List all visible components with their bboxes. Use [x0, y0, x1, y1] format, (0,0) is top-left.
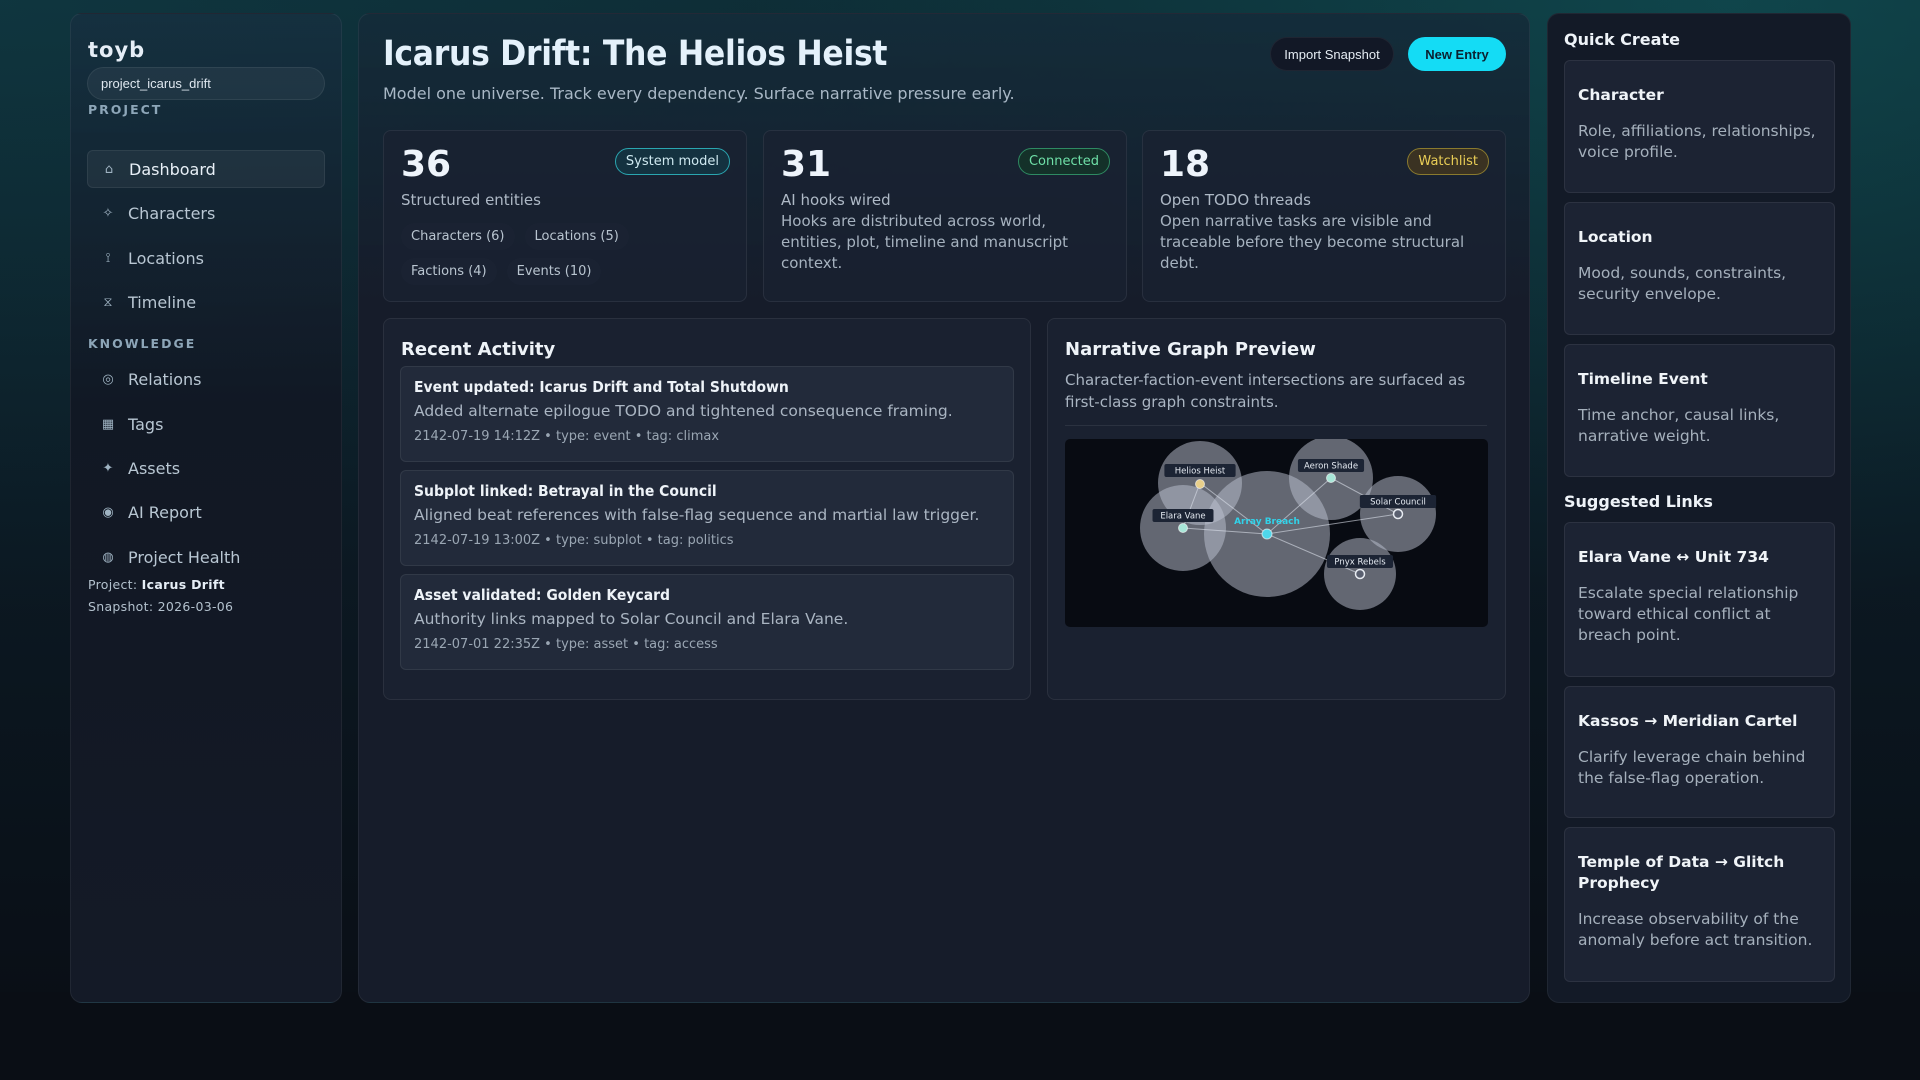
hourglass-icon: ⧖	[103, 294, 113, 310]
project-meta: Project: Icarus Drift	[88, 577, 225, 592]
suggested-link[interactable]: Temple of Data → Glitch Prophecy Increase…	[1564, 827, 1835, 982]
graph-edge	[1266, 477, 1332, 535]
quick-create-title: Quick Create	[1564, 30, 1680, 49]
graph-edge	[1182, 527, 1268, 535]
recent-activity-panel: Recent Activity Event updated: Icarus Dr…	[383, 318, 1031, 700]
status-badge: Watchlist	[1407, 148, 1489, 175]
chip-locations[interactable]: Locations (5)	[524, 223, 629, 250]
stat-label: Open TODO threads	[1160, 191, 1311, 209]
status-badge: System model	[614, 148, 730, 175]
page-title: Icarus Drift: The Helios Heist	[383, 34, 888, 74]
stat-value: 36	[401, 144, 452, 185]
activity-item[interactable]: Asset validated: Golden Keycard Authority…	[400, 574, 1014, 670]
stat-value: 31	[781, 144, 832, 185]
sidebar: toyb PROJECT ⌂ Dashboard ✧ Characters ⟟ Loc…	[70, 13, 342, 1003]
grid-icon: ▦	[101, 416, 115, 432]
node-label-bg	[1359, 495, 1437, 508]
section-project: PROJECT	[88, 102, 163, 117]
graph-description: Character-faction-event intersections ar…	[1065, 371, 1466, 411]
page-subtitle: Model one universe. Track every dependen…	[383, 84, 1015, 103]
quick-create-character[interactable]: Character Role, affiliations, relationshi…	[1564, 60, 1835, 193]
sparkle-icon: ✧	[102, 205, 114, 221]
sidebar-item-timeline[interactable]: ⧖ Timeline	[87, 283, 325, 321]
chip-events[interactable]: Events (10)	[506, 258, 602, 285]
node-label: Pnyx Rebels	[1334, 558, 1386, 568]
graph-node[interactable]	[1354, 568, 1366, 580]
sidebar-item-tags[interactable]: ▦ Tags	[87, 405, 325, 443]
activity-item[interactable]: Event updated: Icarus Drift and Total Sh…	[400, 366, 1014, 462]
graph-node[interactable]	[1195, 479, 1205, 489]
node-label: Aeron Shade	[1304, 462, 1358, 472]
sidebar-item-assets[interactable]: ✦ Assets	[87, 449, 325, 487]
stat-card-todo: 18 Open TODO threads Open narrative task…	[1142, 130, 1506, 302]
sidebar-item-label: Timeline	[128, 292, 197, 312]
stat-description: Hooks are distributed across world, enti…	[781, 212, 1069, 272]
node-label: Elara Vane	[1160, 512, 1205, 522]
node-label-bg	[1297, 459, 1365, 472]
new-entry-button[interactable]: New Entry	[1408, 37, 1506, 71]
suggested-link[interactable]: Kassos → Meridian Cartel Clarify leverage…	[1564, 686, 1835, 818]
stat-card-entities: 36 Structured entities System model Char…	[383, 130, 747, 302]
stat-label: Structured entities	[401, 191, 541, 209]
sidebar-item-project-health[interactable]: ◍ Project Health	[87, 538, 325, 576]
sidebar-item-label: Project Health	[128, 547, 241, 567]
node-label-bg	[1326, 555, 1394, 568]
node-label-bg	[1164, 464, 1236, 477]
node-label: Solar Council	[1370, 498, 1426, 508]
quick-create-timeline-event[interactable]: Timeline Event Time anchor, causal links,…	[1564, 344, 1835, 477]
sidebar-item-label: AI Report	[128, 502, 202, 522]
narrative-graph[interactable]: Helios Heist Elara Vane Array Breach Aeron …	[1065, 439, 1488, 627]
sidebar-item-label: Tags	[128, 414, 164, 434]
sidebar-item-label: Assets	[128, 458, 181, 478]
project-input[interactable]	[87, 67, 325, 100]
sidebar-item-label: Locations	[128, 248, 205, 268]
sidebar-item-relations[interactable]: ◎ Relations	[87, 360, 325, 398]
graph-node[interactable]	[1261, 528, 1273, 540]
status-badge: Connected	[1017, 148, 1110, 175]
quick-create-location[interactable]: Location Mood, sounds, constraints, secur…	[1564, 202, 1835, 335]
stat-value: 18	[1160, 144, 1211, 185]
graph-node[interactable]	[1392, 508, 1404, 520]
suggested-links-title: Suggested Links	[1564, 492, 1713, 511]
main-content: Icarus Drift: The Helios Heist Model one…	[358, 13, 1530, 1003]
target-icon: ◎	[102, 371, 114, 387]
section-title: Recent Activity	[401, 339, 556, 360]
sidebar-item-locations[interactable]: ⟟ Locations	[87, 239, 325, 277]
sidebar-item-dashboard[interactable]: ⌂ Dashboard	[87, 150, 325, 188]
stat-label: AI hooks wired	[781, 191, 891, 209]
logo: toyb	[88, 38, 146, 62]
stat-card-hooks: 31 AI hooks wired Hooks are distributed …	[763, 130, 1127, 302]
graph-edge	[1266, 513, 1399, 535]
right-panel: Quick Create Character Role, affiliations…	[1547, 13, 1851, 1003]
node-label-bg	[1152, 509, 1214, 522]
suggested-link[interactable]: Elara Vane ↔ Unit 734 Escalate special re…	[1564, 522, 1835, 677]
sidebar-item-label: Characters	[128, 203, 216, 223]
graph-node[interactable]	[1178, 523, 1188, 533]
radio-icon: ◉	[102, 504, 114, 520]
stat-description: Open narrative tasks are visible and tra…	[1160, 212, 1465, 272]
chip-characters[interactable]: Characters (6)	[401, 223, 515, 250]
sidebar-item-characters[interactable]: ✧ Characters	[87, 194, 325, 232]
node-label: Helios Heist	[1175, 467, 1226, 477]
pin-icon: ⟟	[105, 250, 111, 266]
graph-node[interactable]	[1326, 473, 1336, 483]
sidebar-item-label: Dashboard	[129, 159, 216, 179]
graph-edge	[1199, 482, 1268, 535]
snapshot-meta: Snapshot: 2026-03-06	[88, 599, 234, 614]
home-icon: ⌂	[104, 161, 114, 177]
activity-item[interactable]: Subplot linked: Betrayal in the Council A…	[400, 470, 1014, 566]
section-title: Narrative Graph Preview	[1065, 339, 1316, 360]
divider	[1065, 425, 1487, 426]
section-knowledge: KNOWLEDGE	[88, 336, 197, 351]
chip-factions[interactable]: Factions (4)	[401, 258, 497, 285]
sidebar-item-label: Relations	[128, 369, 202, 389]
page-footer-band	[0, 992, 1920, 1080]
sidebar-item-ai-report[interactable]: ◉ AI Report	[87, 493, 325, 531]
globe-icon: ◍	[102, 549, 114, 565]
import-snapshot-button[interactable]: Import Snapshot	[1270, 37, 1394, 71]
graph-preview-panel: Narrative Graph Preview Character-factio…	[1047, 318, 1506, 700]
node-label: Array Breach	[1234, 517, 1300, 527]
star-icon: ✦	[102, 460, 114, 476]
